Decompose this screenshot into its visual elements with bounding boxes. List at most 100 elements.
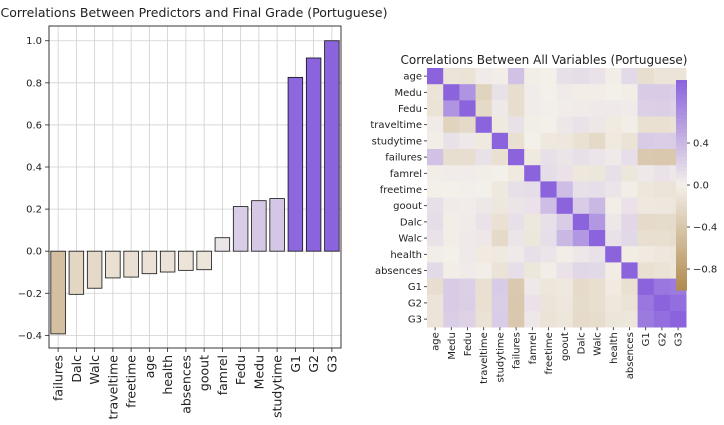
heatmap-cell [556,149,574,166]
heatmap-cell [572,116,590,134]
heatmap-cell [556,278,574,296]
heatmap-cell [653,246,671,263]
heatmap-cell [653,116,671,134]
y-tick-label: 0.6 [26,120,42,131]
heatmap-cell [589,116,606,134]
row-label: traveltime [370,120,422,131]
bar-Dalc [68,250,85,295]
heatmap-cell [491,181,509,198]
heatmap-cell [491,294,509,312]
heatmap-cell [621,132,638,150]
bar-age [141,250,158,275]
heatmap-cell [491,100,509,117]
heatmap-cell [475,100,493,117]
colorbar-segment [676,167,687,172]
colorbar-segment [676,251,687,256]
row-label: goout [393,201,422,212]
bar-G3 [324,40,340,252]
heatmap-cell [491,68,509,85]
heatmap-cell [427,132,444,150]
row-label: G1 [408,282,422,293]
heatmap-cell [443,213,460,231]
heatmap-cell [427,181,444,198]
heatmap-cell [508,213,525,231]
col-label: Fedu [463,332,474,356]
heatmap-cell [605,181,622,198]
heatmap-cell [524,230,541,247]
heatmap-cell [427,294,444,312]
colorbar-segment [676,209,687,214]
heatmap-cell [540,213,557,231]
heatmap-cell [443,132,460,150]
heatmap-cell [572,197,590,215]
colorbar-segment [676,220,687,224]
row-label: absences [375,266,422,277]
colorbar-segment [676,157,687,161]
heatmap-cell [637,100,655,117]
heatmap-cell [540,197,557,215]
colorbar-segment [676,248,687,252]
colorbar-segment [676,279,687,284]
x-tick-label: goout [197,355,212,391]
heatmap-cell [589,132,606,150]
heatmap-cell [637,165,655,182]
heatmap-cell [653,311,671,328]
y-tick-label: −0.4 [18,331,42,342]
colorbar-segment [676,265,687,270]
heatmap-cell [589,84,606,101]
heatmap-cell [459,165,476,182]
row-label: G3 [408,315,422,326]
bar-G2 [305,57,322,252]
heatmap-cell [524,165,541,182]
heatmap-cell [605,197,622,215]
heatmap: age age Medu Medu Fedu Fedu traveltime travelti… [370,68,687,384]
colorbar-segment [676,188,687,193]
heatmap-cell [653,165,671,182]
colorbar-segment [676,174,687,179]
heatmap-cell [540,84,557,101]
col-label: age [431,332,442,351]
heatmap-cell [491,116,509,134]
col-label: studytime [495,332,506,382]
bar-famrel [214,237,231,252]
heatmap-cell [443,278,460,296]
heatmap-cell [572,100,590,117]
heatmap-cell [491,149,509,166]
colorbar-segment [676,171,687,175]
heatmap-cell [524,278,541,296]
colorbar-segment [676,195,687,200]
x-tick-label: traveltime [105,355,120,420]
heatmap-cell [459,213,476,231]
colorbar-segment [676,230,687,235]
heatmap-cell [653,262,671,279]
heatmap-cell [621,181,638,198]
heatmap-cell [524,84,541,101]
col-label: health [609,332,620,364]
heatmap-cell [524,197,541,215]
heatmap-cell [653,68,671,85]
heatmap-cell [459,181,476,198]
heatmap-cell [443,181,460,198]
row-label: Walc [398,234,422,245]
colorbar-segment [676,286,687,291]
heatmap-cell [475,165,493,182]
heatmap-cell [508,262,525,279]
x-tick-label: Medu [251,355,266,389]
heatmap-cell [475,149,493,166]
heatmap-cell [540,100,557,117]
colorbar-segment [676,136,687,140]
colorbar-segment [676,276,687,280]
col-label: absences [625,332,636,379]
col-label: G3 [674,332,685,346]
heatmap-cell [621,116,638,134]
heatmap-cell [589,262,606,279]
heatmap-cell [540,132,557,150]
heatmap-cell [540,311,557,328]
colorbar-segment [676,223,687,228]
colorbar-segment [676,125,687,130]
heatmap-cell [572,181,590,198]
heatmap-cell [572,84,590,101]
heatmap-cell [475,262,493,279]
row-label: studytime [372,136,422,147]
